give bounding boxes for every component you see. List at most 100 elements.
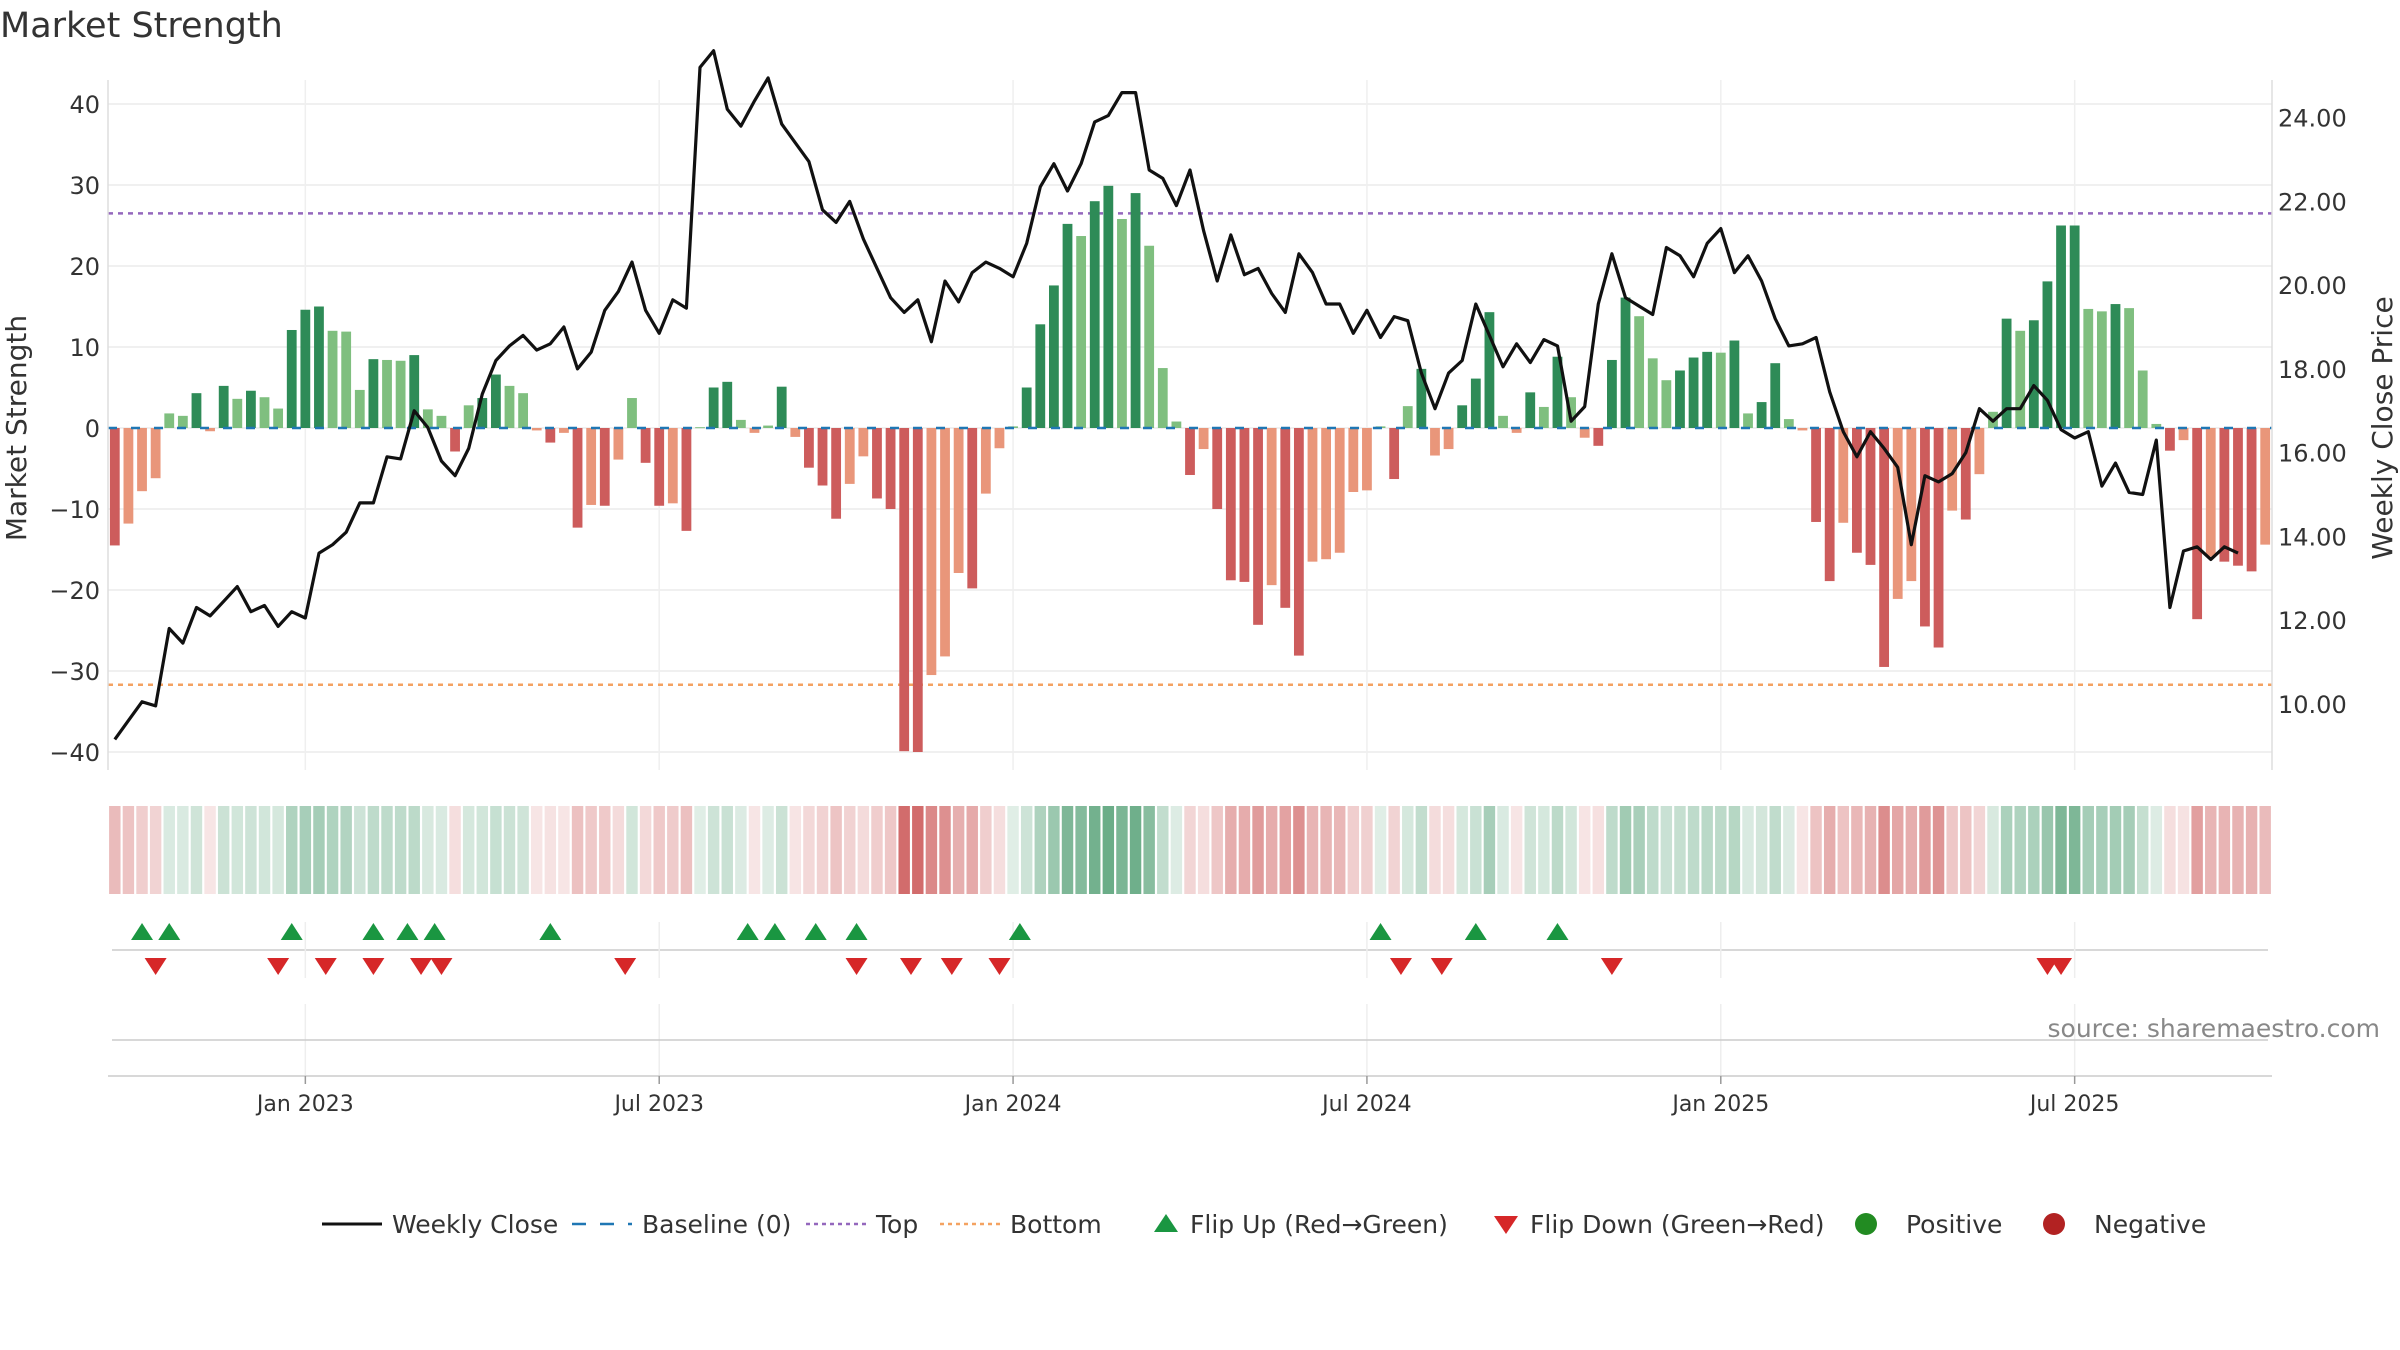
strength-bar (749, 428, 760, 433)
strength-bar (940, 428, 950, 657)
strength-bar (1892, 428, 1903, 599)
regime-cell (735, 806, 747, 894)
weekly-close-line (113, 49, 2239, 741)
strength-bar (2042, 281, 2053, 428)
regime-cell (2232, 806, 2244, 894)
legend-label: Baseline (0) (642, 1210, 791, 1239)
y-left-tick-label: 30 (69, 172, 100, 200)
y-left-tick-label: 40 (69, 91, 100, 119)
regime-cell (585, 806, 597, 894)
regime-cell (1129, 806, 1142, 894)
flip-markers-panel (112, 922, 2268, 978)
regime-cell (2068, 806, 2081, 894)
strength-bar (504, 385, 515, 428)
flip-up-marker (1546, 923, 1569, 940)
strength-bar (1920, 428, 1930, 627)
regime-cell (1102, 806, 1115, 894)
strength-bar (2165, 428, 2175, 451)
strength-bar (817, 428, 828, 486)
strength-bar (1457, 405, 1468, 428)
strength-bar (2096, 311, 2107, 428)
strength-bar (586, 428, 597, 505)
y-left-tick-label: 20 (69, 253, 100, 281)
strength-bar (804, 428, 814, 468)
legend-label: Flip Down (Green→Red) (1530, 1210, 1825, 1239)
regime-cell (1048, 806, 1060, 894)
strength-bar (1416, 368, 1427, 428)
strength-bar (2069, 225, 2080, 428)
strength-bar (2001, 318, 2012, 428)
strength-bar (1647, 358, 1658, 428)
flip-down-marker (267, 958, 290, 975)
strength-bar (137, 428, 147, 492)
flip-down-marker (1600, 958, 1623, 975)
regime-cell (1116, 806, 1128, 894)
strength-bar (1620, 297, 1631, 428)
flip-down-marker (430, 958, 453, 975)
regime-cell (1034, 806, 1047, 894)
legend-item: Weekly Close (322, 1210, 558, 1239)
flip-down-marker (845, 958, 868, 975)
x-tick-label: Jul 2024 (1320, 1092, 1412, 1117)
y-right-tick-label: 22.00 (2278, 188, 2347, 216)
regime-cell (1565, 806, 1577, 894)
regime-cell (1592, 806, 1605, 894)
regime-cell (1728, 806, 1741, 894)
strength-bar (2124, 308, 2134, 428)
regime-cell (1715, 806, 1727, 894)
strength-bar (232, 398, 243, 428)
strength-bar (1811, 428, 1821, 522)
strength-bar (2015, 330, 2026, 428)
strength-bar (1715, 352, 1726, 428)
regime-cell (354, 806, 366, 894)
regime-cell (1320, 806, 1332, 894)
strength-bar (667, 428, 678, 504)
strength-bar (300, 309, 311, 428)
strength-bar (1879, 428, 1890, 667)
strength-bar (1171, 421, 1182, 428)
regime-cell (857, 806, 870, 894)
strength-bar (2056, 225, 2066, 428)
regime-cell (2164, 806, 2176, 894)
regime-cell (1442, 806, 1455, 894)
regime-cell (980, 806, 992, 894)
strength-bar (1239, 428, 1250, 582)
flip-down-marker (410, 958, 433, 975)
axes: 40 30 20 10 0 −10 −20 −30 −40 24.00 22.00 20.00 18.0… (0, 80, 2399, 770)
regime-cell (1578, 806, 1591, 894)
regime-cell (1769, 806, 1781, 894)
strength-bar (1770, 363, 1781, 428)
regime-cell (1973, 806, 1986, 894)
y-right-tick-label: 24.00 (2278, 105, 2347, 133)
strength-bar (1185, 428, 1195, 475)
regime-cell (1238, 806, 1251, 894)
regime-cell (1660, 806, 1673, 894)
regime-strip (109, 806, 2271, 894)
strength-bar (286, 329, 297, 428)
legend-label: Negative (2094, 1210, 2206, 1239)
regime-cell (1007, 806, 1019, 894)
regime-cell (1061, 806, 1074, 894)
flip-up-marker (845, 923, 868, 940)
legend-label: Top (875, 1210, 918, 1239)
strength-bar (763, 425, 773, 428)
regime-cell (190, 806, 203, 894)
strength-bar (1865, 428, 1876, 565)
strength-bar (2083, 308, 2094, 428)
strength-bar (1634, 316, 1645, 428)
legend-label: Weekly Close (392, 1210, 558, 1239)
flip-down-marker (1389, 958, 1412, 975)
strength-bar (164, 413, 175, 428)
strength-bar (477, 398, 488, 428)
y-left-axis-label: Market Strength (0, 315, 33, 541)
regime-cell (1687, 806, 1700, 894)
regime-cell (258, 806, 271, 894)
strength-bar (1538, 406, 1549, 428)
strength-bar (1266, 428, 1277, 586)
strength-bar (1130, 193, 1141, 428)
regime-cell (1456, 806, 1468, 894)
strength-bar (1729, 340, 1740, 428)
strength-bar (722, 381, 733, 428)
regime-cell (245, 806, 257, 894)
legend-item: Positive (1855, 1210, 2002, 1239)
